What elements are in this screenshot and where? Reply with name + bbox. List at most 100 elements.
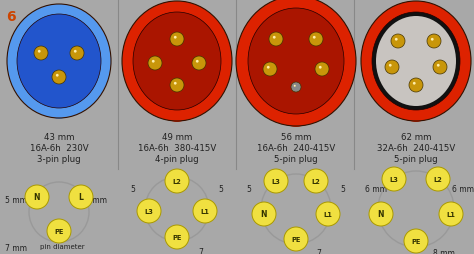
Text: PE: PE <box>411 238 421 244</box>
Text: 5: 5 <box>340 184 345 193</box>
Ellipse shape <box>248 9 344 115</box>
Circle shape <box>273 37 276 39</box>
Circle shape <box>25 185 49 209</box>
Text: 49 mm: 49 mm <box>162 133 192 141</box>
Circle shape <box>409 79 423 93</box>
Ellipse shape <box>50 108 68 120</box>
Text: 7: 7 <box>316 248 321 254</box>
Text: L3: L3 <box>390 176 399 182</box>
Circle shape <box>56 75 59 77</box>
Circle shape <box>70 47 84 61</box>
Circle shape <box>137 199 161 223</box>
Text: 5: 5 <box>246 184 251 193</box>
Circle shape <box>315 63 329 77</box>
Circle shape <box>385 61 399 75</box>
Text: PE: PE <box>292 236 301 242</box>
Circle shape <box>294 85 296 87</box>
Circle shape <box>192 57 206 71</box>
Ellipse shape <box>236 0 356 126</box>
Circle shape <box>309 33 323 47</box>
Circle shape <box>69 185 93 209</box>
Circle shape <box>47 219 71 243</box>
Circle shape <box>152 61 155 64</box>
Text: L2: L2 <box>311 178 320 184</box>
Text: 5 mm: 5 mm <box>5 195 27 204</box>
Circle shape <box>369 202 393 226</box>
Circle shape <box>437 65 440 67</box>
Circle shape <box>284 227 308 251</box>
Text: 32A-6h  240-415V: 32A-6h 240-415V <box>377 144 455 152</box>
Circle shape <box>426 167 450 191</box>
Circle shape <box>431 39 434 41</box>
Circle shape <box>316 202 340 226</box>
Ellipse shape <box>285 116 307 128</box>
Circle shape <box>404 229 428 253</box>
Text: L: L <box>79 193 83 202</box>
Text: 5-pin plug: 5-pin plug <box>274 154 318 163</box>
Circle shape <box>38 51 41 53</box>
Text: 16A-6h  230V: 16A-6h 230V <box>30 144 88 152</box>
Ellipse shape <box>361 2 471 121</box>
Text: 43 mm: 43 mm <box>44 133 74 141</box>
Text: 5-pin plug: 5-pin plug <box>394 154 438 163</box>
Text: L3: L3 <box>272 178 281 184</box>
Circle shape <box>264 169 288 193</box>
Text: 6 mm: 6 mm <box>365 184 387 193</box>
Text: 6 mm: 6 mm <box>452 184 474 193</box>
Text: 56 mm: 56 mm <box>281 133 311 141</box>
Circle shape <box>34 47 48 61</box>
Ellipse shape <box>406 110 426 122</box>
Ellipse shape <box>17 15 101 108</box>
Circle shape <box>170 79 184 93</box>
Circle shape <box>382 167 406 191</box>
Circle shape <box>165 225 189 249</box>
Circle shape <box>193 199 217 223</box>
Text: 7: 7 <box>198 247 203 254</box>
Text: PE: PE <box>55 228 64 234</box>
Circle shape <box>439 202 463 226</box>
Circle shape <box>165 169 189 193</box>
Text: L2: L2 <box>173 178 182 184</box>
Text: 6: 6 <box>6 10 16 24</box>
Circle shape <box>427 35 441 49</box>
Text: 16A-6h  380-415V: 16A-6h 380-415V <box>138 144 216 152</box>
Circle shape <box>263 63 277 77</box>
Text: L1: L1 <box>447 211 456 217</box>
Circle shape <box>413 83 416 85</box>
Text: L2: L2 <box>434 176 442 182</box>
Circle shape <box>391 35 405 49</box>
Text: 62 mm: 62 mm <box>401 133 431 141</box>
Circle shape <box>196 61 199 64</box>
Ellipse shape <box>376 17 456 107</box>
Circle shape <box>313 37 316 39</box>
Text: PE: PE <box>173 234 182 240</box>
Text: 5 mm: 5 mm <box>85 195 107 204</box>
Circle shape <box>174 83 177 85</box>
Circle shape <box>269 33 283 47</box>
Circle shape <box>433 61 447 75</box>
Text: N: N <box>261 210 267 219</box>
Text: L1: L1 <box>201 208 210 214</box>
Circle shape <box>389 65 392 67</box>
Text: L1: L1 <box>324 211 332 217</box>
Circle shape <box>148 57 162 71</box>
Text: N: N <box>34 193 40 202</box>
Text: 8 mm: 8 mm <box>433 248 455 254</box>
Text: 5: 5 <box>218 184 223 193</box>
Ellipse shape <box>372 13 460 110</box>
Text: pin diameter: pin diameter <box>40 243 85 249</box>
Text: L3: L3 <box>145 208 154 214</box>
Circle shape <box>170 33 184 47</box>
Text: 3-pin plug: 3-pin plug <box>37 154 81 163</box>
Text: 5: 5 <box>130 184 135 193</box>
Ellipse shape <box>167 110 187 122</box>
Circle shape <box>74 51 77 53</box>
Ellipse shape <box>122 2 232 121</box>
Text: N: N <box>378 210 384 219</box>
Text: 16A-6h  240-415V: 16A-6h 240-415V <box>257 144 335 152</box>
Ellipse shape <box>7 5 111 119</box>
Circle shape <box>252 202 276 226</box>
Circle shape <box>395 39 398 41</box>
Circle shape <box>291 83 301 93</box>
Ellipse shape <box>133 13 221 110</box>
